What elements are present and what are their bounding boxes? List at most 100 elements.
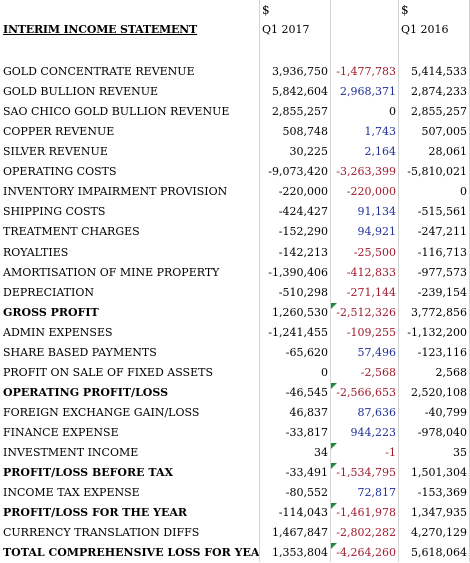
value-q1-2017[interactable]: 508,748 xyxy=(282,125,329,139)
cell-change[interactable] xyxy=(330,20,398,40)
currency-q1-2017[interactable]: $ xyxy=(262,3,270,17)
value-q1-2016[interactable]: 2,874,233 xyxy=(411,85,467,98)
value-q1-2016[interactable]: -978,040 xyxy=(417,425,467,439)
row-label[interactable]: DEPRECIATION xyxy=(3,285,94,299)
value-q1-2017[interactable]: 46,837 xyxy=(289,405,329,419)
value-change[interactable]: -109,255 xyxy=(346,325,396,339)
value-q1-2017[interactable]: -33,491 xyxy=(285,466,328,479)
row-label[interactable]: SAO CHICO GOLD BULLION REVENUE xyxy=(3,105,230,119)
value-q1-2017[interactable]: 3,936,750 xyxy=(272,65,328,78)
cell-label[interactable] xyxy=(0,40,259,60)
value-change[interactable]: -2,568 xyxy=(360,365,396,379)
row-label[interactable]: PROFIT/LOSS BEFORE TAX xyxy=(3,466,174,479)
value-change[interactable]: -271,144 xyxy=(346,285,396,299)
value-q1-2016[interactable]: -123,116 xyxy=(417,345,467,359)
value-q1-2016[interactable]: 28,061 xyxy=(428,145,468,159)
row-label[interactable]: OPERATING COSTS xyxy=(3,165,117,179)
value-q1-2017[interactable]: -142,213 xyxy=(278,245,328,259)
value-q1-2016[interactable]: -239,154 xyxy=(417,285,467,299)
value-change[interactable]: 72,817 xyxy=(357,486,397,500)
row-label[interactable]: COPPER REVENUE xyxy=(3,125,115,139)
row-label[interactable]: INCOME TAX EXPENSE xyxy=(3,486,140,500)
value-q1-2017[interactable]: 1,260,530 xyxy=(272,305,328,319)
column-header-q1-2016[interactable]: Q1 2016 xyxy=(401,23,449,36)
value-q1-2016[interactable]: 0 xyxy=(460,185,467,199)
value-change[interactable]: -1,534,795 xyxy=(336,466,396,479)
value-q1-2017[interactable]: 1,467,847 xyxy=(272,526,328,540)
value-q1-2017[interactable]: 0 xyxy=(321,365,328,379)
value-change[interactable]: 2,968,371 xyxy=(340,85,396,98)
value-q1-2017[interactable]: -220,000 xyxy=(278,185,328,199)
value-q1-2016[interactable]: 2,520,108 xyxy=(411,385,467,399)
cell-label[interactable] xyxy=(0,0,259,20)
value-q1-2016[interactable]: -40,799 xyxy=(424,405,467,419)
value-q1-2017[interactable]: 34 xyxy=(314,445,328,459)
value-q1-2016[interactable]: 507,005 xyxy=(421,125,468,139)
row-label[interactable]: TOTAL COMPREHENSIVE LOSS FOR YEAR xyxy=(3,546,259,560)
value-q1-2016[interactable]: 3,772,856 xyxy=(411,305,467,319)
value-change[interactable]: -1,477,783 xyxy=(336,65,396,78)
value-change[interactable]: -1 xyxy=(385,445,396,459)
comment-indicator-icon[interactable] xyxy=(331,302,337,309)
value-q1-2016[interactable]: 35 xyxy=(453,445,467,459)
cell-change[interactable] xyxy=(330,40,398,60)
value-change[interactable]: -2,512,326 xyxy=(336,305,396,319)
value-q1-2016[interactable]: -5,810,021 xyxy=(407,165,467,179)
value-change[interactable]: -4,264,260 xyxy=(336,546,396,560)
row-label[interactable]: GROSS PROFIT xyxy=(3,305,99,319)
value-change[interactable]: 87,636 xyxy=(357,405,397,419)
row-label[interactable]: PROFIT ON SALE OF FIXED ASSETS xyxy=(3,365,213,379)
value-change[interactable]: 1,743 xyxy=(364,125,397,139)
comment-indicator-icon[interactable] xyxy=(331,543,337,550)
value-q1-2016[interactable]: 1,501,304 xyxy=(411,466,467,479)
row-label[interactable]: SHARE BASED PAYMENTS xyxy=(3,345,157,359)
row-label[interactable]: ADMIN EXPENSES xyxy=(3,325,113,339)
row-label[interactable]: AMORTISATION OF MINE PROPERTY xyxy=(3,265,220,279)
value-change[interactable]: -2,566,653 xyxy=(336,385,396,399)
value-q1-2017[interactable]: -510,298 xyxy=(278,285,328,299)
value-change[interactable]: -25,500 xyxy=(353,245,396,259)
value-q1-2017[interactable]: -152,290 xyxy=(278,225,328,239)
value-q1-2017[interactable]: -46,545 xyxy=(285,385,328,399)
value-q1-2017[interactable]: -9,073,420 xyxy=(268,165,328,179)
value-q1-2017[interactable]: -114,043 xyxy=(278,506,328,520)
row-label[interactable]: SHIPPING COSTS xyxy=(3,205,106,219)
row-label[interactable]: INVESTMENT INCOME xyxy=(3,445,139,459)
value-q1-2017[interactable]: 1,353,804 xyxy=(272,546,328,560)
value-change[interactable]: -2,802,282 xyxy=(336,526,396,540)
row-label[interactable]: PROFIT/LOSS FOR THE YEAR xyxy=(3,506,188,520)
row-label[interactable]: CURRENCY TRANSLATION DIFFS xyxy=(3,526,200,540)
value-change[interactable]: -220,000 xyxy=(346,185,396,199)
cell-change[interactable] xyxy=(330,0,398,20)
comment-indicator-icon[interactable] xyxy=(331,503,337,510)
value-q1-2017[interactable]: -1,390,406 xyxy=(268,265,328,279)
value-q1-2016[interactable]: -153,369 xyxy=(417,486,467,500)
value-q1-2017[interactable]: 30,225 xyxy=(289,145,329,159)
value-q1-2017[interactable]: 5,842,604 xyxy=(272,85,328,98)
value-change[interactable]: 0 xyxy=(389,105,396,119)
statement-title[interactable]: INTERIM INCOME STATEMENT xyxy=(3,23,198,36)
row-label[interactable]: FOREIGN EXCHANGE GAIN/LOSS xyxy=(3,405,200,419)
value-q1-2017[interactable]: -80,552 xyxy=(285,486,328,500)
value-q1-2016[interactable]: 2,855,257 xyxy=(411,105,467,119)
value-q1-2016[interactable]: 1,347,935 xyxy=(411,506,467,520)
value-q1-2017[interactable]: 2,855,257 xyxy=(272,105,328,119)
value-change[interactable]: 57,496 xyxy=(357,345,397,359)
value-q1-2016[interactable]: -1,132,200 xyxy=(407,325,467,339)
column-header-q1-2017[interactable]: Q1 2017 xyxy=(262,23,310,36)
value-q1-2016[interactable]: 4,270,129 xyxy=(411,526,467,540)
row-label[interactable]: FINANCE EXPENSE xyxy=(3,425,119,439)
value-q1-2016[interactable]: 2,568 xyxy=(435,365,468,379)
cell-q1-2017[interactable] xyxy=(259,40,330,60)
value-change[interactable]: -1,461,978 xyxy=(336,506,396,520)
value-change[interactable]: 91,134 xyxy=(357,205,397,219)
row-label[interactable]: OPERATING PROFIT/LOSS xyxy=(3,385,169,399)
value-change[interactable]: 2,164 xyxy=(364,145,397,159)
currency-q1-2016[interactable]: $ xyxy=(401,3,409,17)
comment-indicator-icon[interactable] xyxy=(331,442,337,449)
row-label[interactable]: GOLD BULLION REVENUE xyxy=(3,85,159,98)
comment-indicator-icon[interactable] xyxy=(331,382,337,389)
row-label[interactable]: TREATMENT CHARGES xyxy=(3,225,140,239)
value-change[interactable]: -412,833 xyxy=(346,265,396,279)
value-change[interactable]: 94,921 xyxy=(357,225,397,239)
